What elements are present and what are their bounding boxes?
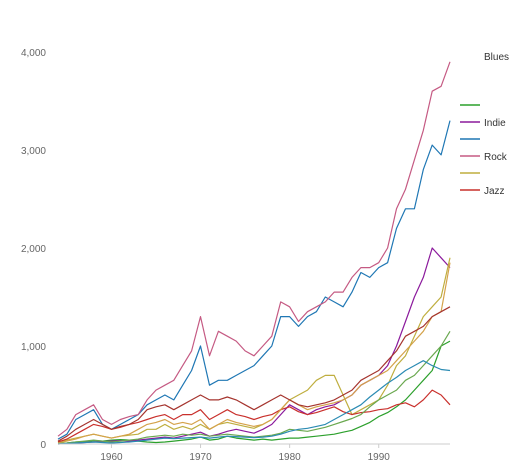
series-line-2 [57, 247, 451, 445]
legend-heading: Blues [484, 52, 509, 63]
series-line-4 [57, 61, 451, 437]
y-tick-label: 4,000 [21, 48, 46, 59]
y-axis: 0 1,000 2,000 3,000 4,000 [21, 48, 46, 451]
legend-label: Rock [484, 152, 508, 163]
series-line-6 [57, 389, 451, 443]
y-tick-label: 0 [40, 440, 46, 451]
series-line-5 [57, 257, 451, 443]
y-tick-label: 1,000 [21, 342, 46, 353]
series-line-1 [57, 340, 451, 445]
x-tick-label: 1960 [100, 452, 123, 463]
plot-area [57, 61, 451, 445]
x-tick-label: 1990 [368, 452, 391, 463]
series-line-10 [57, 360, 451, 445]
legend: Blues Indie Rock Jazz [460, 52, 509, 197]
legend-label: Indie [484, 118, 506, 129]
legend-label: Jazz [484, 186, 505, 197]
x-tick-label: 1980 [279, 452, 302, 463]
series-line-7 [57, 262, 451, 444]
x-tick-label: 1970 [189, 452, 212, 463]
y-tick-label: 3,000 [21, 146, 46, 157]
series-line-8 [57, 306, 451, 442]
series-line-3 [57, 120, 451, 440]
x-axis: 1960 1970 1980 1990 [58, 443, 450, 463]
y-tick-label: 2,000 [21, 244, 46, 255]
